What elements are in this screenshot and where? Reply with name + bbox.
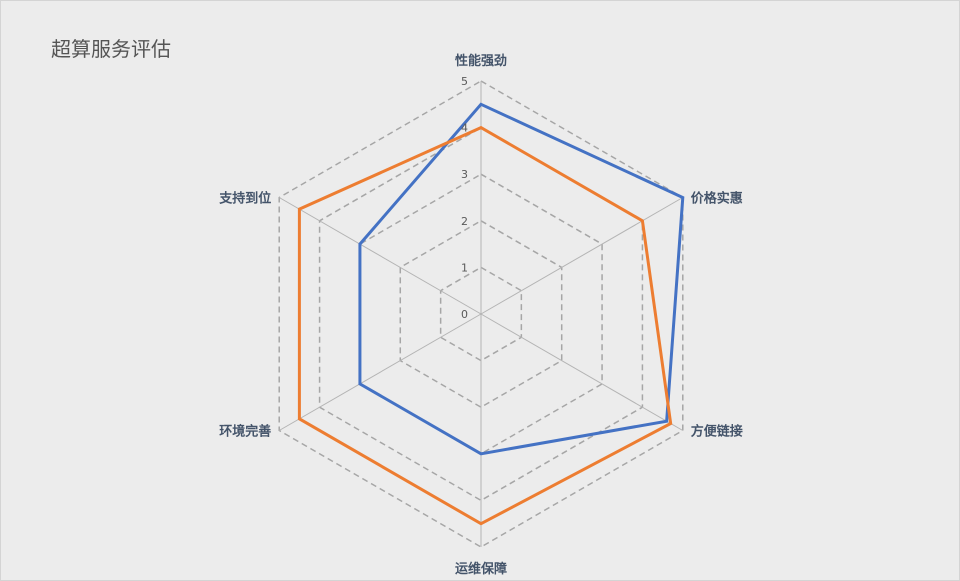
tick-label: 3 (461, 168, 468, 181)
tick-label: 5 (461, 75, 468, 88)
series-line-1 (358, 102, 685, 456)
chart-title: 超算服务评估 (51, 37, 171, 61)
axis-spoke (278, 313, 482, 431)
tick-label: 2 (461, 215, 468, 228)
tick-label: 4 (461, 122, 468, 135)
category-label: 价格实惠 (691, 191, 743, 207)
axis-spoke (480, 197, 684, 315)
category-label: 环境完善 (219, 424, 271, 440)
axis-spoke (278, 197, 482, 315)
category-label: 支持到位 (218, 191, 271, 207)
category-label: 性能强劲 (455, 53, 507, 69)
category-label: 方便链接 (691, 424, 743, 440)
category-label: 运维保障 (455, 561, 507, 577)
axis-spoke (480, 313, 684, 431)
tick-label: 1 (461, 261, 468, 274)
series-line-2 (297, 125, 673, 526)
tick-label: 0 (461, 308, 468, 321)
